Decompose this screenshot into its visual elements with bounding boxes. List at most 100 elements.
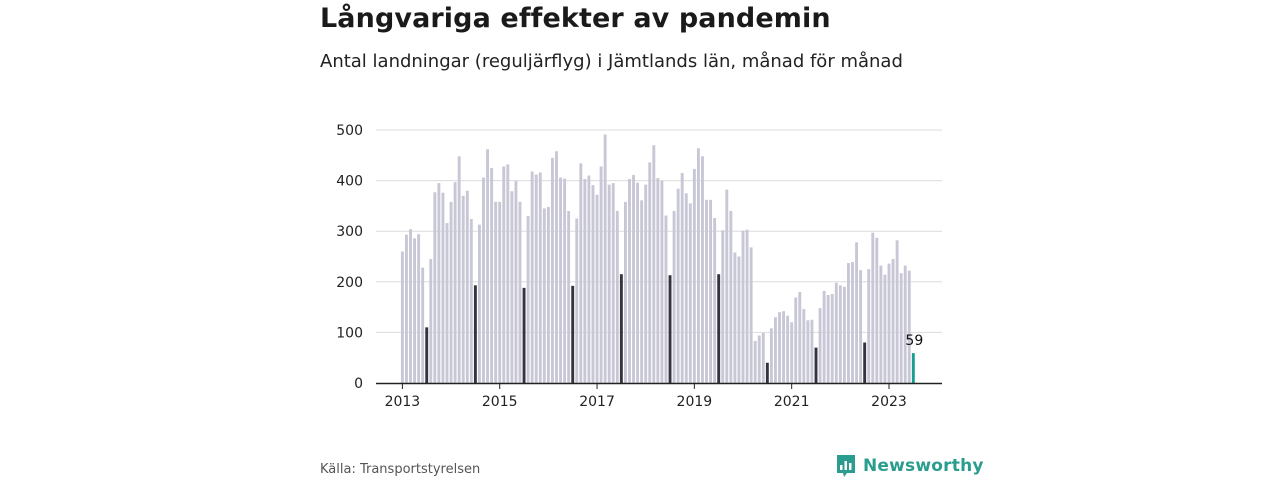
bars	[400, 134, 915, 383]
bar	[879, 265, 883, 383]
chart-subtitle: Antal landningar (reguljärflyg) i Jämtla…	[320, 51, 903, 72]
bar	[806, 320, 810, 383]
x-tick-label: 2015	[482, 394, 518, 410]
bar	[587, 175, 591, 383]
bar	[595, 194, 599, 383]
data-labels: 59	[905, 333, 923, 349]
bar	[530, 171, 534, 383]
source-note: Källa: Transportstyrelsen	[320, 462, 481, 477]
bar	[522, 287, 526, 383]
y-tick-label: 500	[336, 123, 363, 139]
y-tick-label: 300	[336, 224, 363, 240]
brand-logo[interactable]: Newsworthy	[835, 454, 984, 478]
bar	[607, 184, 611, 383]
bar	[745, 229, 749, 383]
bar	[765, 362, 769, 383]
bar	[676, 188, 680, 383]
bar	[400, 251, 404, 383]
bar	[863, 342, 867, 383]
bar	[461, 195, 465, 383]
bar	[542, 208, 546, 383]
bar	[733, 252, 737, 383]
bar	[737, 256, 741, 383]
bar	[794, 297, 798, 383]
bar	[579, 163, 583, 383]
bar	[583, 179, 587, 383]
bar	[834, 282, 838, 383]
bar	[859, 270, 863, 383]
x-axis: 2013 2015 2017 2019 2021 2023	[376, 382, 942, 410]
brand-name: Newsworthy	[863, 456, 984, 476]
bar	[441, 192, 445, 383]
bar	[842, 286, 846, 383]
bar	[510, 191, 514, 383]
bar	[482, 177, 485, 383]
bar	[469, 219, 473, 383]
bar	[778, 312, 781, 383]
bar	[838, 285, 842, 383]
bar	[575, 218, 579, 383]
bar	[648, 162, 652, 383]
bar	[891, 259, 895, 383]
bar	[749, 247, 753, 383]
bar	[701, 156, 704, 383]
bar	[534, 174, 538, 383]
x-tick-label: 2021	[774, 394, 810, 410]
bar	[717, 274, 721, 383]
bar	[790, 322, 794, 383]
bar	[591, 185, 595, 383]
bar	[883, 274, 887, 383]
bar	[822, 290, 826, 383]
bar	[725, 189, 729, 383]
bar	[656, 178, 660, 383]
x-tick-label: 2013	[385, 394, 421, 410]
bar	[457, 156, 461, 383]
bar	[887, 263, 891, 383]
bar	[417, 234, 421, 383]
bar	[486, 149, 489, 383]
bar	[847, 263, 850, 383]
bar	[628, 179, 631, 383]
bar-chart-bubble-icon	[837, 455, 855, 477]
bar	[623, 201, 627, 383]
bar	[680, 173, 684, 383]
bar	[437, 183, 441, 383]
bar	[741, 230, 745, 383]
bar	[818, 308, 822, 383]
bar	[567, 210, 571, 383]
bar	[518, 201, 522, 383]
bar	[769, 328, 773, 383]
bar	[538, 172, 542, 383]
bar	[782, 311, 786, 383]
bar	[814, 347, 818, 383]
bar	[445, 223, 449, 383]
y-tick-label: 400	[336, 174, 363, 190]
bar	[429, 259, 433, 383]
bar	[494, 201, 498, 383]
y-tick-label: 100	[336, 325, 363, 341]
bar	[810, 319, 814, 383]
bar	[688, 203, 692, 383]
bar	[709, 199, 713, 383]
bar	[490, 167, 494, 383]
bar	[632, 175, 635, 383]
bar	[425, 327, 429, 383]
x-tick-label: 2019	[677, 394, 713, 410]
bar	[652, 145, 656, 383]
bar	[640, 200, 644, 383]
bar	[514, 181, 518, 383]
bar	[802, 309, 806, 383]
bar	[692, 168, 696, 383]
bar	[409, 229, 412, 383]
bar	[830, 293, 834, 383]
bar	[871, 232, 875, 383]
y-tick-label: 200	[336, 275, 363, 291]
bar	[453, 182, 457, 383]
bar	[713, 218, 717, 383]
bar	[465, 190, 469, 383]
bar	[798, 291, 802, 383]
bar	[826, 294, 830, 383]
bar	[761, 332, 765, 383]
bar	[729, 210, 733, 383]
bar	[911, 353, 915, 383]
